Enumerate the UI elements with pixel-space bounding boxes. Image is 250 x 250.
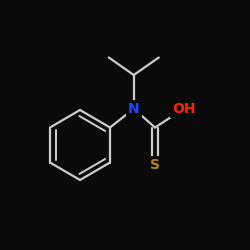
Text: N: N: [128, 102, 140, 116]
Text: OH: OH: [172, 102, 196, 116]
Text: S: S: [150, 158, 160, 172]
